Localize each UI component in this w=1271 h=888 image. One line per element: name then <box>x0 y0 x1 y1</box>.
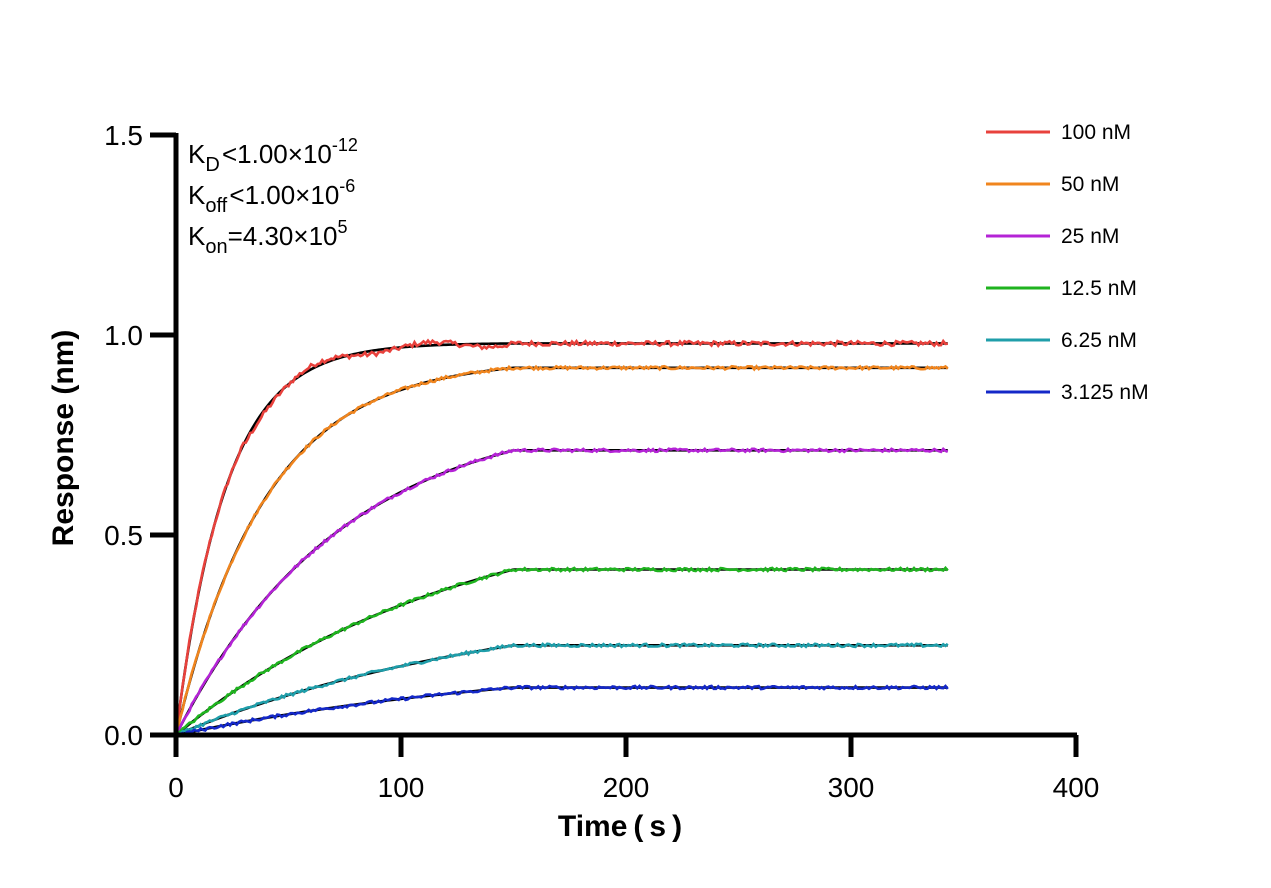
legend: 100 nM 50 nM 25 nM 12.5 nM 6.25 nM 3.125 nM <box>986 121 1149 404</box>
kinetic-constant-off: Koff <1.00×10-6 <box>188 176 355 217</box>
y-tick-label: 1.5 <box>104 120 143 151</box>
legend-label: 100 nM <box>1061 121 1131 144</box>
y-tick-label: 0.5 <box>104 520 143 551</box>
x-tick-label: 0 <box>168 772 184 803</box>
legend-label: 6.25 nM <box>1061 329 1137 352</box>
fit-curve <box>175 568 948 737</box>
fit-curve <box>174 366 948 736</box>
x-tick-label: 300 <box>828 772 875 803</box>
legend-label: 12.5 nM <box>1061 277 1137 300</box>
legend-label: 50 nM <box>1061 173 1119 196</box>
legend-label: 25 nM <box>1061 225 1119 248</box>
x-tick-label: 400 <box>1053 772 1100 803</box>
y-axis-title: Response (nm) <box>47 330 80 547</box>
fit-curve <box>174 342 948 736</box>
fit-curve <box>174 448 948 736</box>
legend-label: 3.125 nM <box>1061 381 1149 404</box>
x-tick-label: 100 <box>378 772 425 803</box>
series-line <box>174 338 948 736</box>
y-tick-label: 1.0 <box>104 320 143 351</box>
x-tick-label: 200 <box>603 772 650 803</box>
series-line <box>175 642 949 737</box>
x-axis-title: Time ( s ) <box>558 810 682 843</box>
kinetic-constant-on: Kon=4.30×105 <box>188 217 348 258</box>
series-line <box>174 364 949 736</box>
x-axis-ticks: 0 100 200 300 400 <box>168 735 1099 803</box>
data-series <box>174 338 949 737</box>
kinetic-constant-D: KD <1.00×10-12 <box>188 135 358 176</box>
fit-curves <box>174 342 948 737</box>
y-tick-label: 0.0 <box>104 720 143 751</box>
series-line <box>175 565 949 737</box>
y-axis-ticks: 0.0 0.5 1.0 1.5 <box>104 120 176 751</box>
series-line <box>174 446 949 736</box>
series-line <box>175 684 949 737</box>
